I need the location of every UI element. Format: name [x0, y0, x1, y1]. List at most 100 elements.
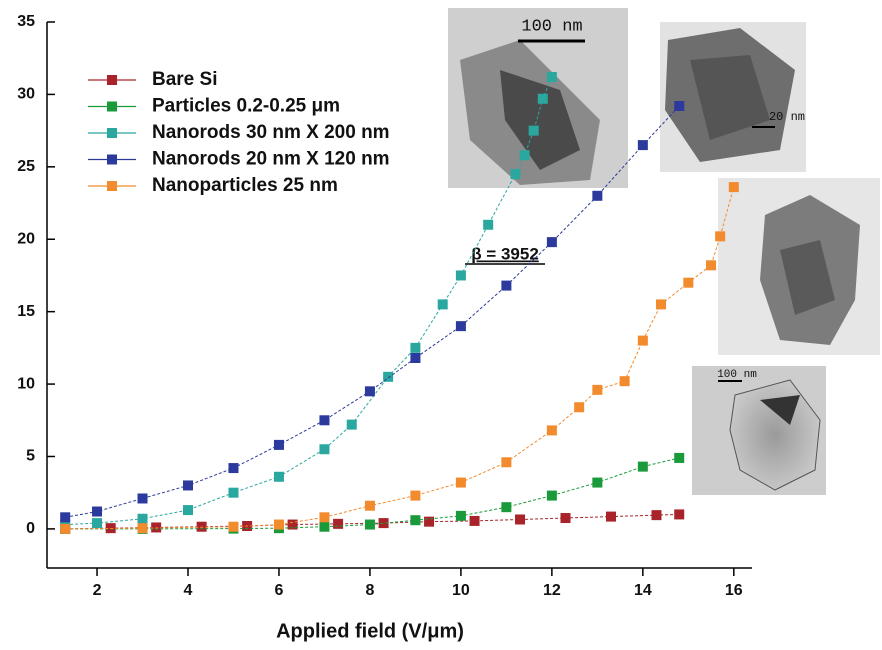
legend-marker — [107, 181, 117, 191]
y-tick-label: 35 — [17, 13, 35, 30]
data-point — [619, 376, 630, 387]
legend-label: Bare Si — [152, 69, 217, 90]
data-point — [364, 500, 375, 511]
data-point — [364, 386, 375, 397]
data-point — [410, 490, 421, 501]
data-point — [637, 335, 648, 346]
data-point — [196, 521, 207, 532]
data-point — [378, 518, 389, 529]
data-point — [674, 509, 685, 520]
data-point — [715, 231, 726, 242]
data-point — [501, 502, 512, 513]
legend-label: Nanorods 20 nm X 120 nm — [152, 149, 390, 170]
data-point — [228, 487, 239, 498]
data-point — [410, 515, 421, 526]
data-point — [728, 182, 739, 193]
data-point — [546, 237, 557, 248]
data-point — [60, 512, 71, 523]
data-point — [515, 514, 526, 525]
inset-4: 100 nm — [692, 366, 826, 495]
data-point — [60, 523, 71, 534]
data-point — [92, 518, 103, 529]
data-point — [183, 480, 193, 491]
data-point — [528, 125, 539, 136]
data-point — [706, 260, 717, 271]
data-point — [546, 425, 557, 436]
data-point — [651, 510, 662, 521]
data-point — [455, 321, 466, 332]
y-tick-label: 25 — [17, 158, 35, 175]
data-point — [455, 510, 466, 521]
annotation: β = 3952 — [471, 244, 539, 263]
data-point — [137, 513, 148, 524]
legend-marker — [107, 128, 117, 138]
data-point — [410, 353, 421, 363]
data-point — [510, 169, 521, 180]
data-point — [228, 521, 239, 532]
y-tick-label: 0 — [26, 520, 35, 537]
legend-marker — [107, 75, 117, 85]
y-tick-label: 30 — [17, 86, 35, 103]
data-point — [656, 299, 667, 310]
data-point — [674, 101, 685, 111]
data-point — [228, 463, 239, 474]
legend-label: Particles 0.2-0.25 μm — [152, 96, 340, 117]
data-point — [501, 457, 512, 468]
data-point — [546, 490, 557, 501]
y-tick-label: 20 — [17, 230, 35, 247]
data-point — [319, 444, 330, 455]
data-point — [183, 505, 193, 516]
data-point — [455, 477, 466, 488]
data-point — [287, 519, 298, 530]
y-tick-label: 5 — [26, 448, 35, 465]
inset-1: 100 nm — [448, 8, 628, 188]
x-tick-label: 10 — [452, 582, 470, 599]
data-point — [455, 270, 466, 281]
y-tick-label: 15 — [17, 303, 35, 320]
data-point — [592, 477, 603, 488]
series-line — [65, 457, 680, 530]
x-tick-label: 12 — [543, 582, 561, 599]
data-point — [273, 439, 284, 450]
x-tick-label: 4 — [184, 582, 193, 599]
data-point — [560, 513, 571, 524]
x-axis-label: Applied field (V/μm) — [276, 620, 464, 642]
data-point — [319, 521, 330, 532]
series-line — [65, 513, 680, 530]
data-point — [546, 72, 557, 83]
legend-marker — [107, 101, 117, 112]
inset-label: 20 nm — [769, 110, 805, 124]
data-point — [364, 519, 375, 530]
data-point — [483, 219, 494, 230]
inset-2: 20 nm — [660, 22, 806, 172]
data-point — [424, 516, 435, 527]
x-tick-label: 16 — [725, 582, 743, 599]
inset-3 — [718, 178, 880, 355]
data-point — [537, 93, 548, 104]
data-point — [519, 150, 530, 161]
data-point — [574, 402, 585, 413]
data-point — [273, 519, 284, 530]
x-tick-label: 14 — [634, 582, 652, 599]
data-point — [592, 384, 603, 395]
data-point — [273, 471, 284, 482]
data-point — [437, 299, 448, 310]
x-tick-label: 6 — [275, 582, 284, 599]
data-point — [346, 419, 357, 430]
data-point — [637, 140, 648, 151]
data-point — [92, 506, 103, 517]
data-point — [501, 280, 512, 291]
data-point — [319, 415, 330, 426]
data-point — [469, 515, 480, 526]
data-point — [674, 452, 685, 463]
data-point — [592, 190, 603, 201]
data-point — [319, 512, 330, 523]
legend-label: Nanoparticles 25 nm — [152, 175, 338, 196]
inset-label: 100 nm — [717, 369, 757, 381]
data-point — [383, 371, 394, 382]
x-tick-label: 2 — [93, 582, 102, 599]
y-tick-label: 10 — [17, 375, 35, 392]
data-point — [683, 277, 694, 288]
series-line — [65, 186, 735, 530]
